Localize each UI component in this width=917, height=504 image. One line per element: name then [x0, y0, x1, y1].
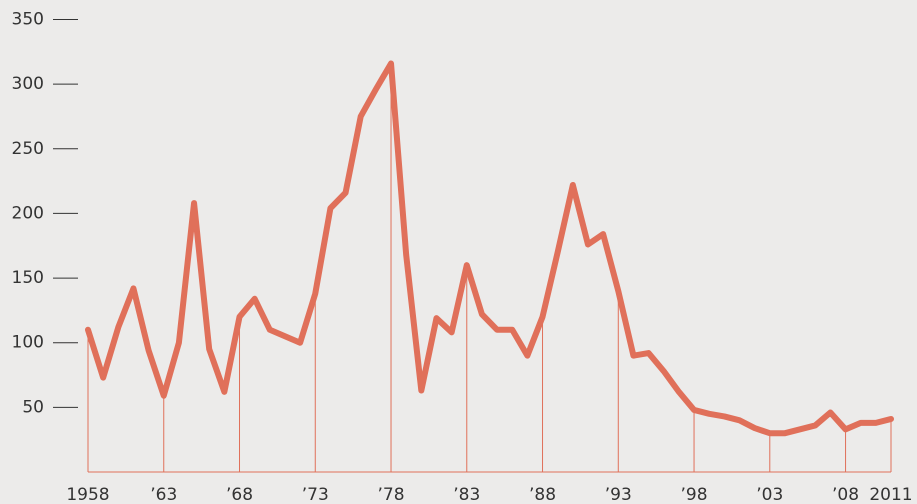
- x-tick-label: ’93: [605, 485, 632, 504]
- y-tick-label: 100: [12, 333, 44, 353]
- x-tick-label: ’03: [756, 485, 783, 504]
- data-line: [88, 63, 891, 433]
- x-tick-label: ’98: [681, 485, 708, 504]
- x-tick-label: ’68: [226, 485, 253, 504]
- chart: 50 100 150 200 250 300 350 1958 ’63 ’68 ’73 ’78 ’83 ’…: [0, 0, 917, 504]
- x-tick-label: ’88: [529, 485, 556, 504]
- x-tick-label: ’73: [302, 485, 329, 504]
- x-tick-label: 1958: [66, 485, 109, 504]
- y-tick-label: 250: [12, 139, 44, 159]
- y-tick-label: 300: [12, 74, 44, 94]
- y-tick-label: 150: [12, 268, 44, 288]
- x-tick-label: 2011: [869, 485, 912, 504]
- x-tick-label: ’83: [453, 485, 480, 504]
- y-tick-label: 350: [12, 10, 44, 30]
- y-tick-label: 200: [12, 203, 44, 223]
- x-tick-label: ’63: [150, 485, 177, 504]
- x-tick-label: ’08: [832, 485, 859, 504]
- y-tick-label: 50: [22, 397, 44, 417]
- x-tick-label: ’78: [377, 485, 404, 504]
